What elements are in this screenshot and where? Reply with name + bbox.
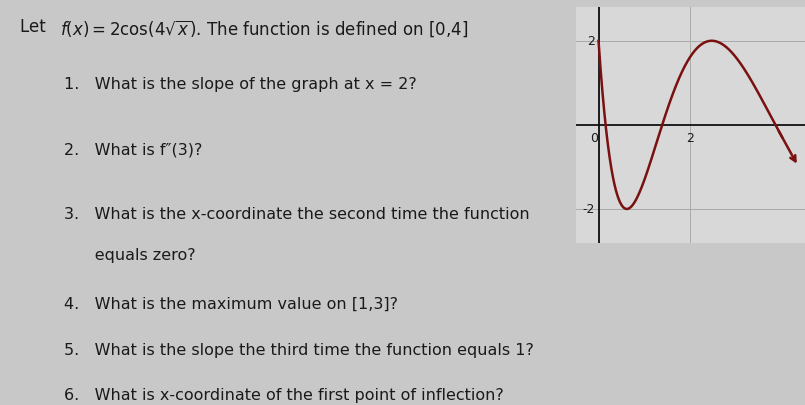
Text: 4.   What is the maximum value on [1,3]?: 4. What is the maximum value on [1,3]?: [64, 296, 398, 311]
Text: Let: Let: [20, 18, 52, 36]
Text: 3.   What is the x-coordinate the second time the function: 3. What is the x-coordinate the second t…: [64, 207, 530, 222]
Text: 2.   What is f″(3)?: 2. What is f″(3)?: [64, 142, 203, 157]
Text: 2: 2: [587, 35, 595, 48]
Text: 5.   What is the slope the third time the function equals 1?: 5. What is the slope the third time the …: [64, 342, 535, 357]
Text: 6.   What is x-coordinate of the first point of inflection?: 6. What is x-coordinate of the first poi…: [64, 387, 504, 402]
Text: 1.   What is the slope of the graph at x = 2?: 1. What is the slope of the graph at x =…: [64, 77, 417, 92]
Text: 2: 2: [687, 131, 694, 144]
Text: -2: -2: [583, 203, 595, 216]
Text: equals zero?: equals zero?: [64, 247, 196, 262]
Text: 0: 0: [591, 131, 598, 144]
Text: $f(x) = 2\cos(4\sqrt{x})$. The function is defined on [0,4]: $f(x) = 2\cos(4\sqrt{x})$. The function …: [60, 18, 469, 39]
